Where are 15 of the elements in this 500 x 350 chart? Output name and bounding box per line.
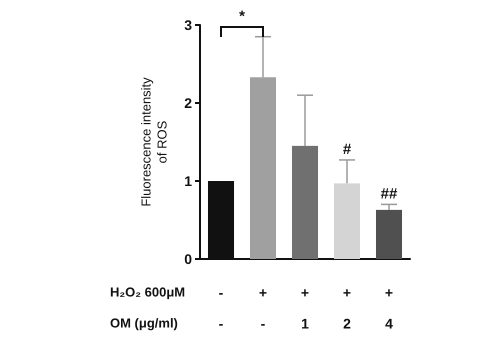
text: H₂O₂ 600μM: [110, 284, 186, 300]
annotation: *: [239, 8, 246, 25]
x-tick-label: + 1: [300, 284, 310, 332]
y-tick-label: 0: [184, 251, 192, 267]
data-label: ##: [380, 185, 398, 202]
y-axis-title: Fluorescence intensity of ROS: [138, 76, 170, 207]
x-tick-label: + 4: [384, 284, 394, 332]
text: OM (μg/ml): [110, 316, 178, 330]
x-tick-label: + -: [258, 284, 268, 332]
y-tick-label: 3: [184, 17, 192, 33]
y-tick-label: 2: [184, 95, 192, 111]
data-label: #: [342, 140, 352, 158]
x-tick-label: + 2: [342, 284, 352, 332]
y-tick-label: 1: [184, 173, 192, 189]
x-tick-label: - -: [218, 284, 224, 332]
